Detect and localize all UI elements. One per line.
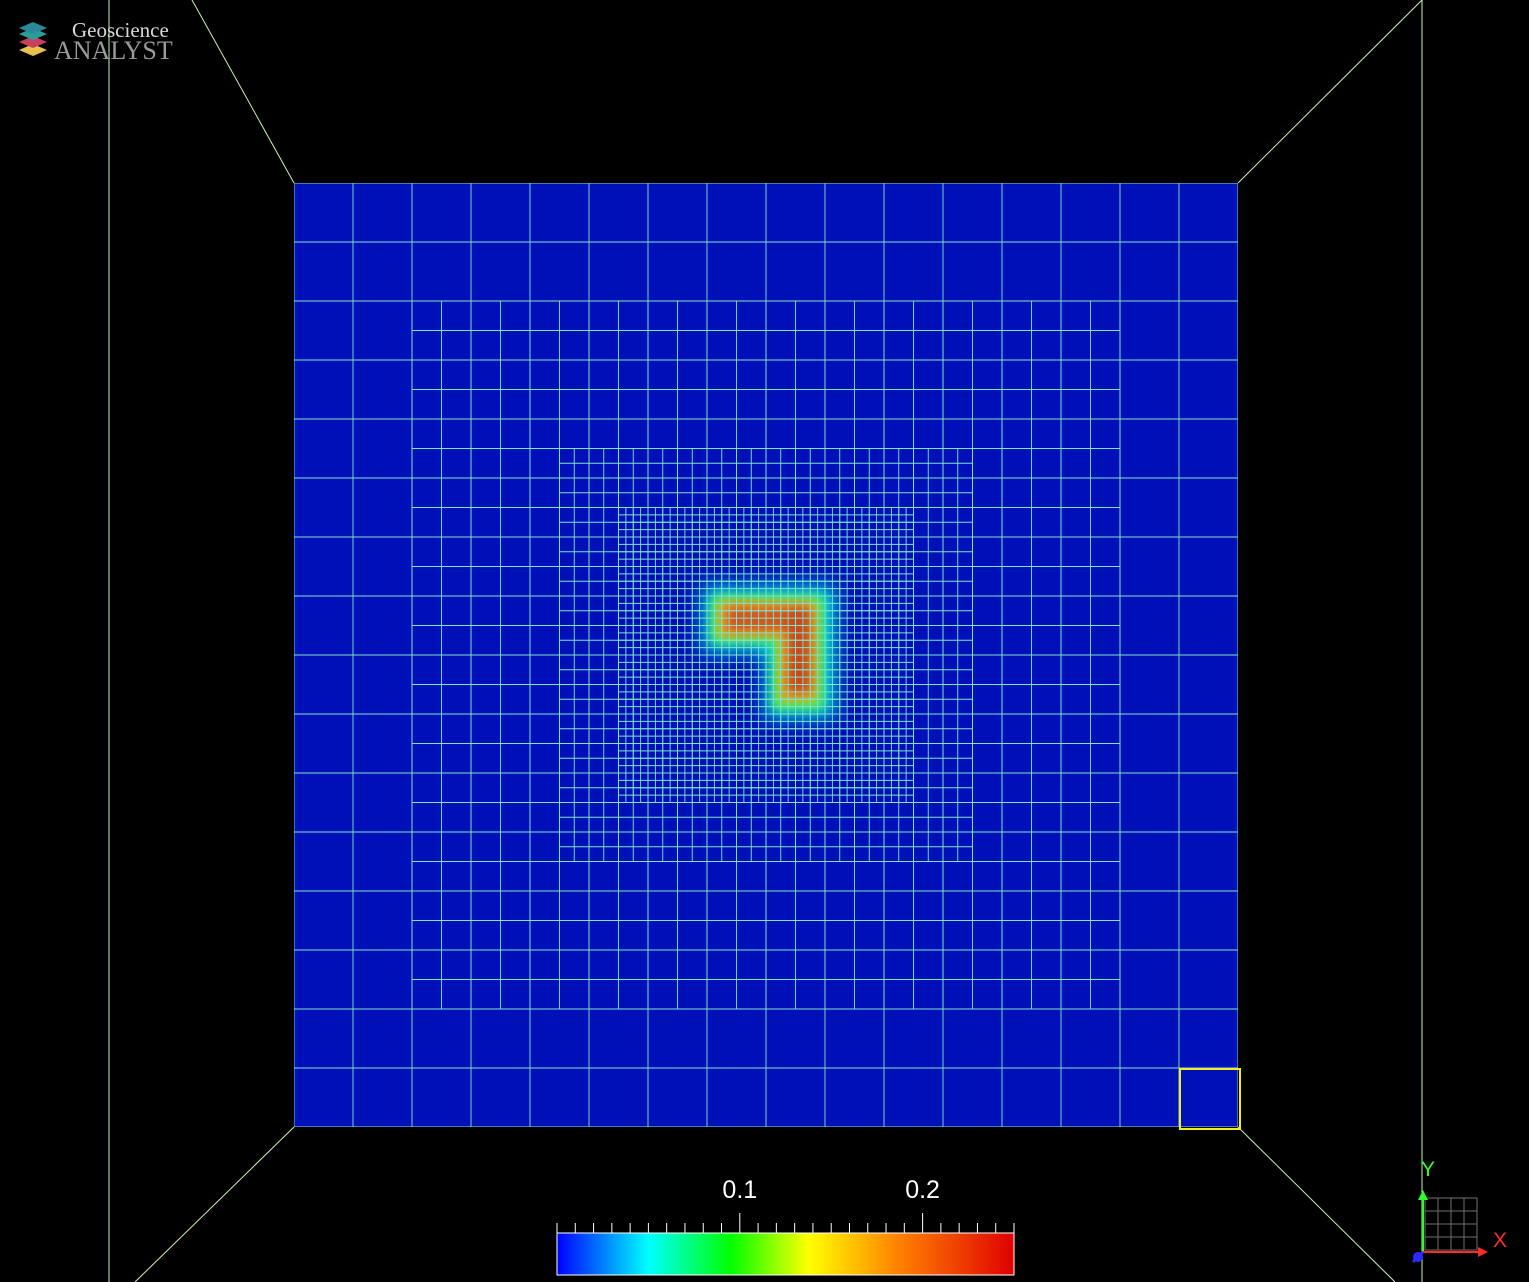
colorbar-gradient bbox=[556, 1232, 1015, 1276]
triad-grid bbox=[1424, 1197, 1478, 1251]
colorbar-tick-label: 0.2 bbox=[905, 1176, 940, 1204]
colorbar-ticks bbox=[556, 1213, 1015, 1233]
x-axis-label: X bbox=[1493, 1229, 1508, 1252]
bounding-box bbox=[108, 0, 1423, 1282]
logo-text-top: Geoscience bbox=[72, 18, 169, 42]
y-axis-arrowhead bbox=[1418, 1190, 1428, 1200]
selected-cell[interactable] bbox=[1179, 1068, 1241, 1130]
colorbar bbox=[556, 1213, 1015, 1276]
colorbar-tick-label: 0.1 bbox=[722, 1176, 758, 1204]
x-axis-arrowhead bbox=[1478, 1247, 1488, 1257]
logo-stack-icon bbox=[19, 22, 47, 56]
mesh-grid bbox=[294, 183, 1238, 1127]
axis-triad bbox=[1411, 1190, 1488, 1264]
logo-text-bottom: ANALYST bbox=[54, 36, 173, 65]
z-axis-head bbox=[1413, 1252, 1423, 1262]
anomaly-body bbox=[703, 586, 835, 718]
app-logo: Geoscience ANALYST bbox=[18, 18, 208, 65]
y-axis-label: Y bbox=[1421, 1158, 1436, 1181]
